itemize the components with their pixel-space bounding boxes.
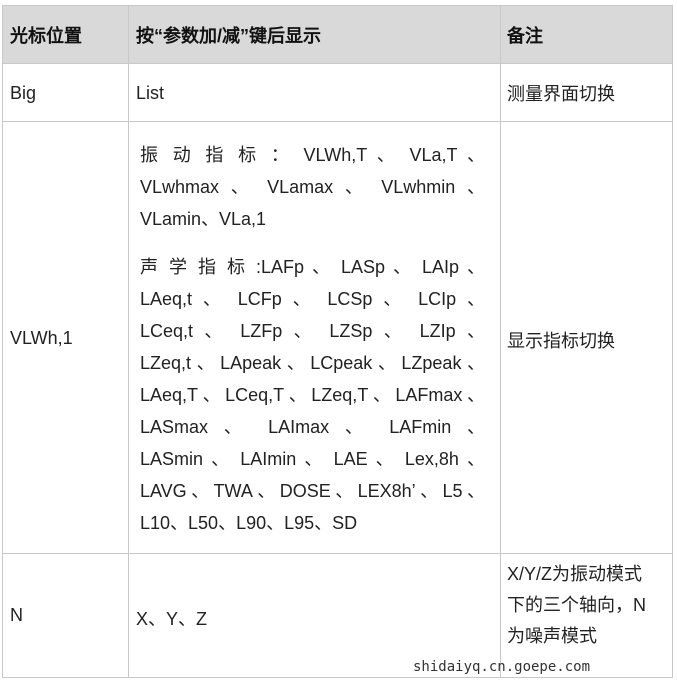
divider	[672, 5, 673, 678]
indicator-line: VLwhmax 、 VLamax 、 VLwhmin 、	[140, 177, 485, 197]
indicator-line: L10、L50、L90、L95、SD	[140, 513, 358, 533]
cell-cursor: Big	[10, 83, 37, 103]
indicator-line: VLamin、VLa,1	[140, 209, 267, 229]
cell-display: X、Y、Z	[136, 609, 208, 629]
header-cursor-position: 光标位置	[10, 26, 82, 46]
cell-note-line: X/Y/Z为振动模式	[507, 564, 643, 584]
header-display: 按“参数加/减”键后显示	[136, 26, 322, 46]
divider	[2, 5, 3, 678]
cell-note: 显示指标切换	[507, 331, 615, 351]
divider	[2, 553, 672, 554]
indicator-line: LAeq,T、LCeq,T、LZeq,T、LAFmax、	[140, 385, 485, 405]
cell-cursor: VLWh,1	[10, 328, 73, 348]
indicator-line: LASmin 、 LAImin 、 LAE 、 Lex,8h 、	[140, 449, 485, 469]
divider	[2, 5, 672, 6]
divider	[2, 63, 672, 64]
watermark: shidaiyq.cn.goepe.com	[413, 659, 591, 675]
header-note: 备注	[507, 26, 543, 46]
indicator-line: LAVG、TWA、DOSE、LEX8h’、L5、	[140, 481, 485, 501]
indicator-line: 振 动 指 标 ： VLWh,T 、 VLa,T 、	[140, 145, 485, 165]
cell-display: List	[136, 83, 165, 103]
indicator-line: LCeq,t 、 LZFp 、 LZSp 、 LZIp 、	[140, 321, 485, 341]
table-header	[2, 5, 672, 63]
cell-note-line: 下的三个轴向，N	[507, 595, 646, 615]
cell-cursor: N	[10, 605, 23, 625]
divider	[128, 5, 129, 678]
indicator-line: LASmax 、 LAImax 、 LAFmin 、	[140, 417, 485, 437]
divider	[2, 677, 672, 678]
divider	[500, 5, 501, 678]
cell-note: 测量界面切换	[507, 84, 615, 104]
indicator-line: 声 学 指 标 :LAFp 、 LASp 、 LAIp 、	[140, 257, 485, 277]
indicator-line: LAeq,t 、 LCFp 、 LCSp 、 LCIp 、	[140, 289, 485, 309]
cell-note-line: 为噪声模式	[507, 626, 597, 646]
divider	[2, 121, 672, 122]
indicator-line: LZeq,t、LApeak、LCpeak、LZpeak、	[140, 353, 485, 373]
